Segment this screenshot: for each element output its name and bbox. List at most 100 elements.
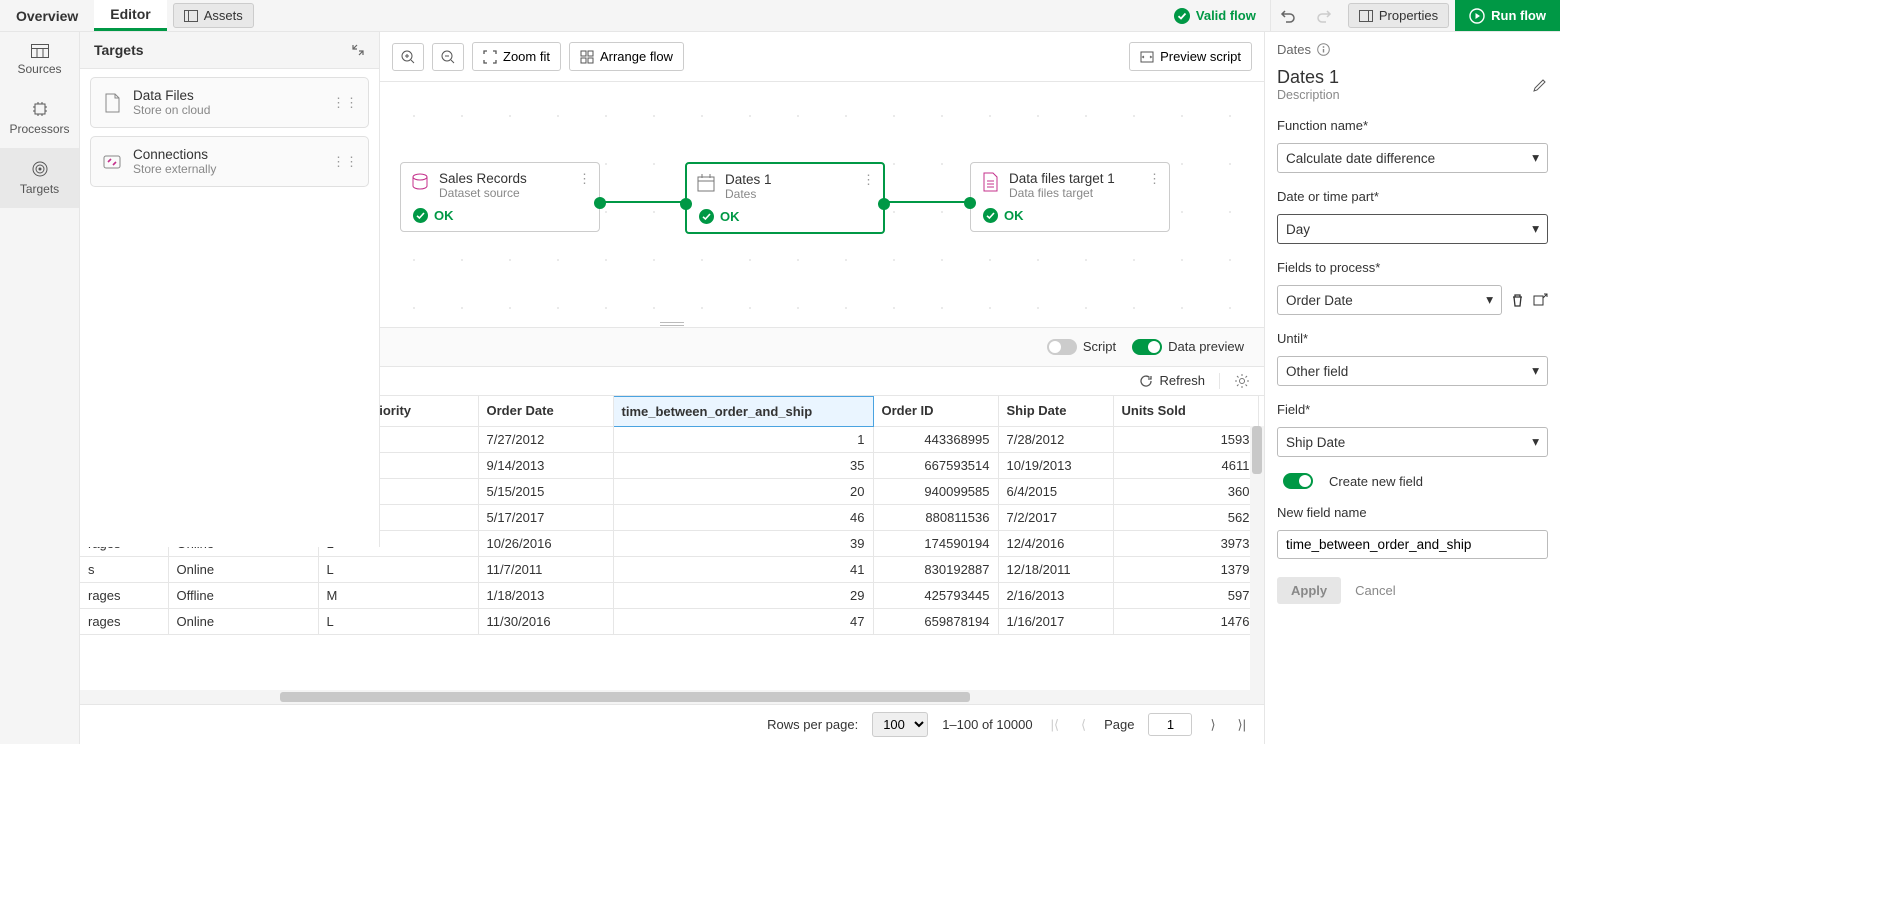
output-port[interactable] [594,197,606,209]
table-cell: 29 [613,582,873,608]
node-menu-button[interactable]: ⋮ [578,171,591,187]
table-cell: 562 [1113,504,1258,530]
zoom-fit-button[interactable]: Zoom fit [472,42,561,71]
info-icon[interactable] [1317,43,1330,56]
tab-overview[interactable]: Overview [0,0,94,31]
flow-node[interactable]: Sales RecordsDataset source⋮OK [400,162,600,232]
add-field-button[interactable] [1533,293,1548,308]
refresh-button[interactable]: Refresh [1139,373,1205,388]
node-title: Data files target 1 [1009,171,1115,186]
last-page-button[interactable]: ⟩| [1234,717,1250,733]
node-title: Sales Records [439,171,527,186]
drag-handle-icon[interactable]: ⋮⋮ [332,154,358,170]
drag-handle-icon[interactable]: ⋮⋮ [332,95,358,111]
preview-script-label: Preview script [1160,49,1241,64]
function-name-select[interactable]: Calculate date difference▾ [1277,143,1548,173]
table-cell: 35 [613,452,873,478]
table-cell: 360 [1113,478,1258,504]
card-title: Data Files [133,88,210,103]
prev-page-button[interactable]: ⟨ [1077,717,1090,733]
node-menu-button[interactable]: ⋮ [1148,171,1161,187]
delete-field-button[interactable] [1510,293,1525,308]
script-toggle[interactable] [1047,339,1077,355]
page-input[interactable] [1148,713,1192,736]
rail-label: Targets [20,182,59,196]
table-row[interactable]: ragesOfflineM1/18/2013294257934452/16/20… [80,582,1264,608]
vertical-scrollbar[interactable] [1250,426,1264,691]
column-header[interactable]: Units Sold [1113,396,1258,426]
fields-to-process-select[interactable]: Order Date▾ [1277,285,1502,315]
column-header[interactable]: Unit [1258,396,1264,426]
table-cell: 10/19/2013 [998,452,1113,478]
arrange-icon [580,50,594,64]
table-cell: 659878194 [873,608,998,634]
chevron-down-icon: ▾ [1486,292,1493,308]
node-menu-button[interactable]: ⋮ [862,172,875,188]
assets-button[interactable]: Assets [173,3,254,28]
edit-icon[interactable] [1532,77,1548,93]
table-cell: Offline [168,582,318,608]
create-new-field-toggle[interactable] [1283,473,1313,489]
target-card-datafiles[interactable]: Data Files Store on cloud ⋮⋮ [90,77,369,128]
table-cell: M [318,582,478,608]
rail-targets[interactable]: Targets [0,148,79,208]
column-header[interactable]: Order ID [873,396,998,426]
table-cell: L [318,556,478,582]
node-subtitle: Dates [725,187,772,201]
flow-node[interactable]: Dates 1Dates⋮OK [685,162,885,234]
rail-label: Sources [17,62,61,76]
output-port[interactable] [878,198,890,210]
column-header[interactable]: Ship Date [998,396,1113,426]
date-part-select[interactable]: Day▾ [1277,214,1548,244]
tab-editor[interactable]: Editor [94,0,166,31]
page-label: Page [1104,717,1134,732]
input-port[interactable] [680,198,692,210]
table-cell: 667593514 [873,452,998,478]
data-preview-toggle[interactable] [1132,339,1162,355]
expand-icon [1533,293,1548,308]
table-cell: 10/26/2016 [478,530,613,556]
next-page-button[interactable]: ⟩ [1206,717,1219,733]
table-cell: 443368995 [873,426,998,452]
table-cell: 597 [1113,582,1258,608]
redo-button[interactable] [1306,0,1342,31]
zoom-out-button[interactable] [432,43,464,71]
table-cell: Online [168,608,318,634]
first-page-button[interactable]: |⟨ [1047,717,1063,733]
table-row[interactable]: ragesOnlineL11/30/2016476598781941/16/20… [80,608,1264,634]
collapse-icon[interactable] [351,43,365,57]
table-row[interactable]: sOnlineL11/7/20114183019288712/18/201113… [80,556,1264,582]
column-header[interactable]: Order Date [478,396,613,426]
new-field-name-input[interactable] [1277,530,1548,559]
preview-script-button[interactable]: Preview script [1129,42,1252,71]
flow-node[interactable]: Data files target 1Data files target⋮OK [970,162,1170,232]
undo-button[interactable] [1270,0,1306,31]
node-status: OK [687,205,883,232]
table-settings-button[interactable] [1219,373,1250,389]
run-flow-button[interactable]: Run flow [1455,0,1560,31]
script-toggle-label: Script [1083,339,1116,354]
field-select[interactable]: Ship Date▾ [1277,427,1548,457]
table-cell: 12/4/2016 [998,530,1113,556]
target-card-connections[interactable]: Connections Store externally ⋮⋮ [90,136,369,187]
rows-per-page-select[interactable]: 100 [872,712,928,737]
properties-panel: Dates Dates 1 Description Function name*… [1264,32,1560,744]
node-subtitle: Data files target [1009,186,1115,200]
cancel-button[interactable]: Cancel [1355,577,1395,604]
flow-canvas[interactable]: Sales RecordsDataset source⋮OKDates 1Dat… [380,82,1264,327]
horizontal-scrollbar[interactable] [80,690,1264,704]
zoom-in-button[interactable] [392,43,424,71]
input-port[interactable] [964,197,976,209]
zoom-out-icon [441,50,455,64]
rail-processors[interactable]: Processors [0,88,79,148]
until-select[interactable]: Other field▾ [1277,356,1548,386]
rail-sources[interactable]: Sources [0,32,79,88]
resize-handle[interactable] [660,322,684,326]
arrange-flow-button[interactable]: Arrange flow [569,42,684,71]
apply-button[interactable]: Apply [1277,577,1341,604]
assets-label: Assets [204,8,243,23]
column-header[interactable]: time_between_order_and_ship [613,396,873,426]
properties-button[interactable]: Properties [1348,3,1449,28]
status-label: Valid flow [1196,8,1256,23]
panel-icon [1359,10,1373,22]
